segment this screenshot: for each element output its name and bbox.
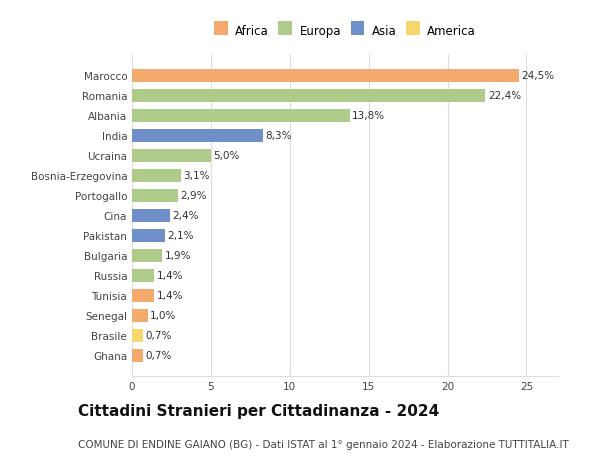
Bar [132, 169, 181, 182]
Bar [132, 110, 350, 123]
Text: 24,5%: 24,5% [521, 71, 554, 81]
Bar [132, 209, 170, 222]
Legend: Africa, Europa, Asia, America: Africa, Europa, Asia, America [212, 22, 478, 40]
Text: 5,0%: 5,0% [213, 151, 239, 161]
Bar [132, 189, 178, 202]
Bar [132, 269, 154, 282]
Bar [132, 309, 148, 322]
Text: 2,4%: 2,4% [172, 211, 199, 221]
Text: COMUNE DI ENDINE GAIANO (BG) - Dati ISTAT al 1° gennaio 2024 - Elaborazione TUTT: COMUNE DI ENDINE GAIANO (BG) - Dati ISTA… [78, 440, 569, 449]
Bar [132, 329, 143, 342]
Text: 13,8%: 13,8% [352, 111, 385, 121]
Bar [132, 70, 518, 83]
Bar [132, 349, 143, 362]
Text: 8,3%: 8,3% [265, 131, 292, 141]
Text: 1,0%: 1,0% [150, 310, 176, 320]
Text: 0,7%: 0,7% [145, 330, 172, 340]
Bar [132, 229, 165, 242]
Text: 3,1%: 3,1% [183, 171, 210, 181]
Text: 2,1%: 2,1% [167, 231, 194, 241]
Text: 0,7%: 0,7% [145, 350, 172, 360]
Text: 1,4%: 1,4% [157, 291, 183, 301]
Bar [132, 90, 485, 102]
Bar [132, 150, 211, 162]
Bar [132, 129, 263, 142]
Bar [132, 249, 162, 262]
Text: 2,9%: 2,9% [180, 191, 206, 201]
Text: 22,4%: 22,4% [488, 91, 521, 101]
Text: Cittadini Stranieri per Cittadinanza - 2024: Cittadini Stranieri per Cittadinanza - 2… [78, 403, 439, 419]
Text: 1,9%: 1,9% [164, 251, 191, 261]
Text: 1,4%: 1,4% [157, 270, 183, 280]
Bar [132, 289, 154, 302]
